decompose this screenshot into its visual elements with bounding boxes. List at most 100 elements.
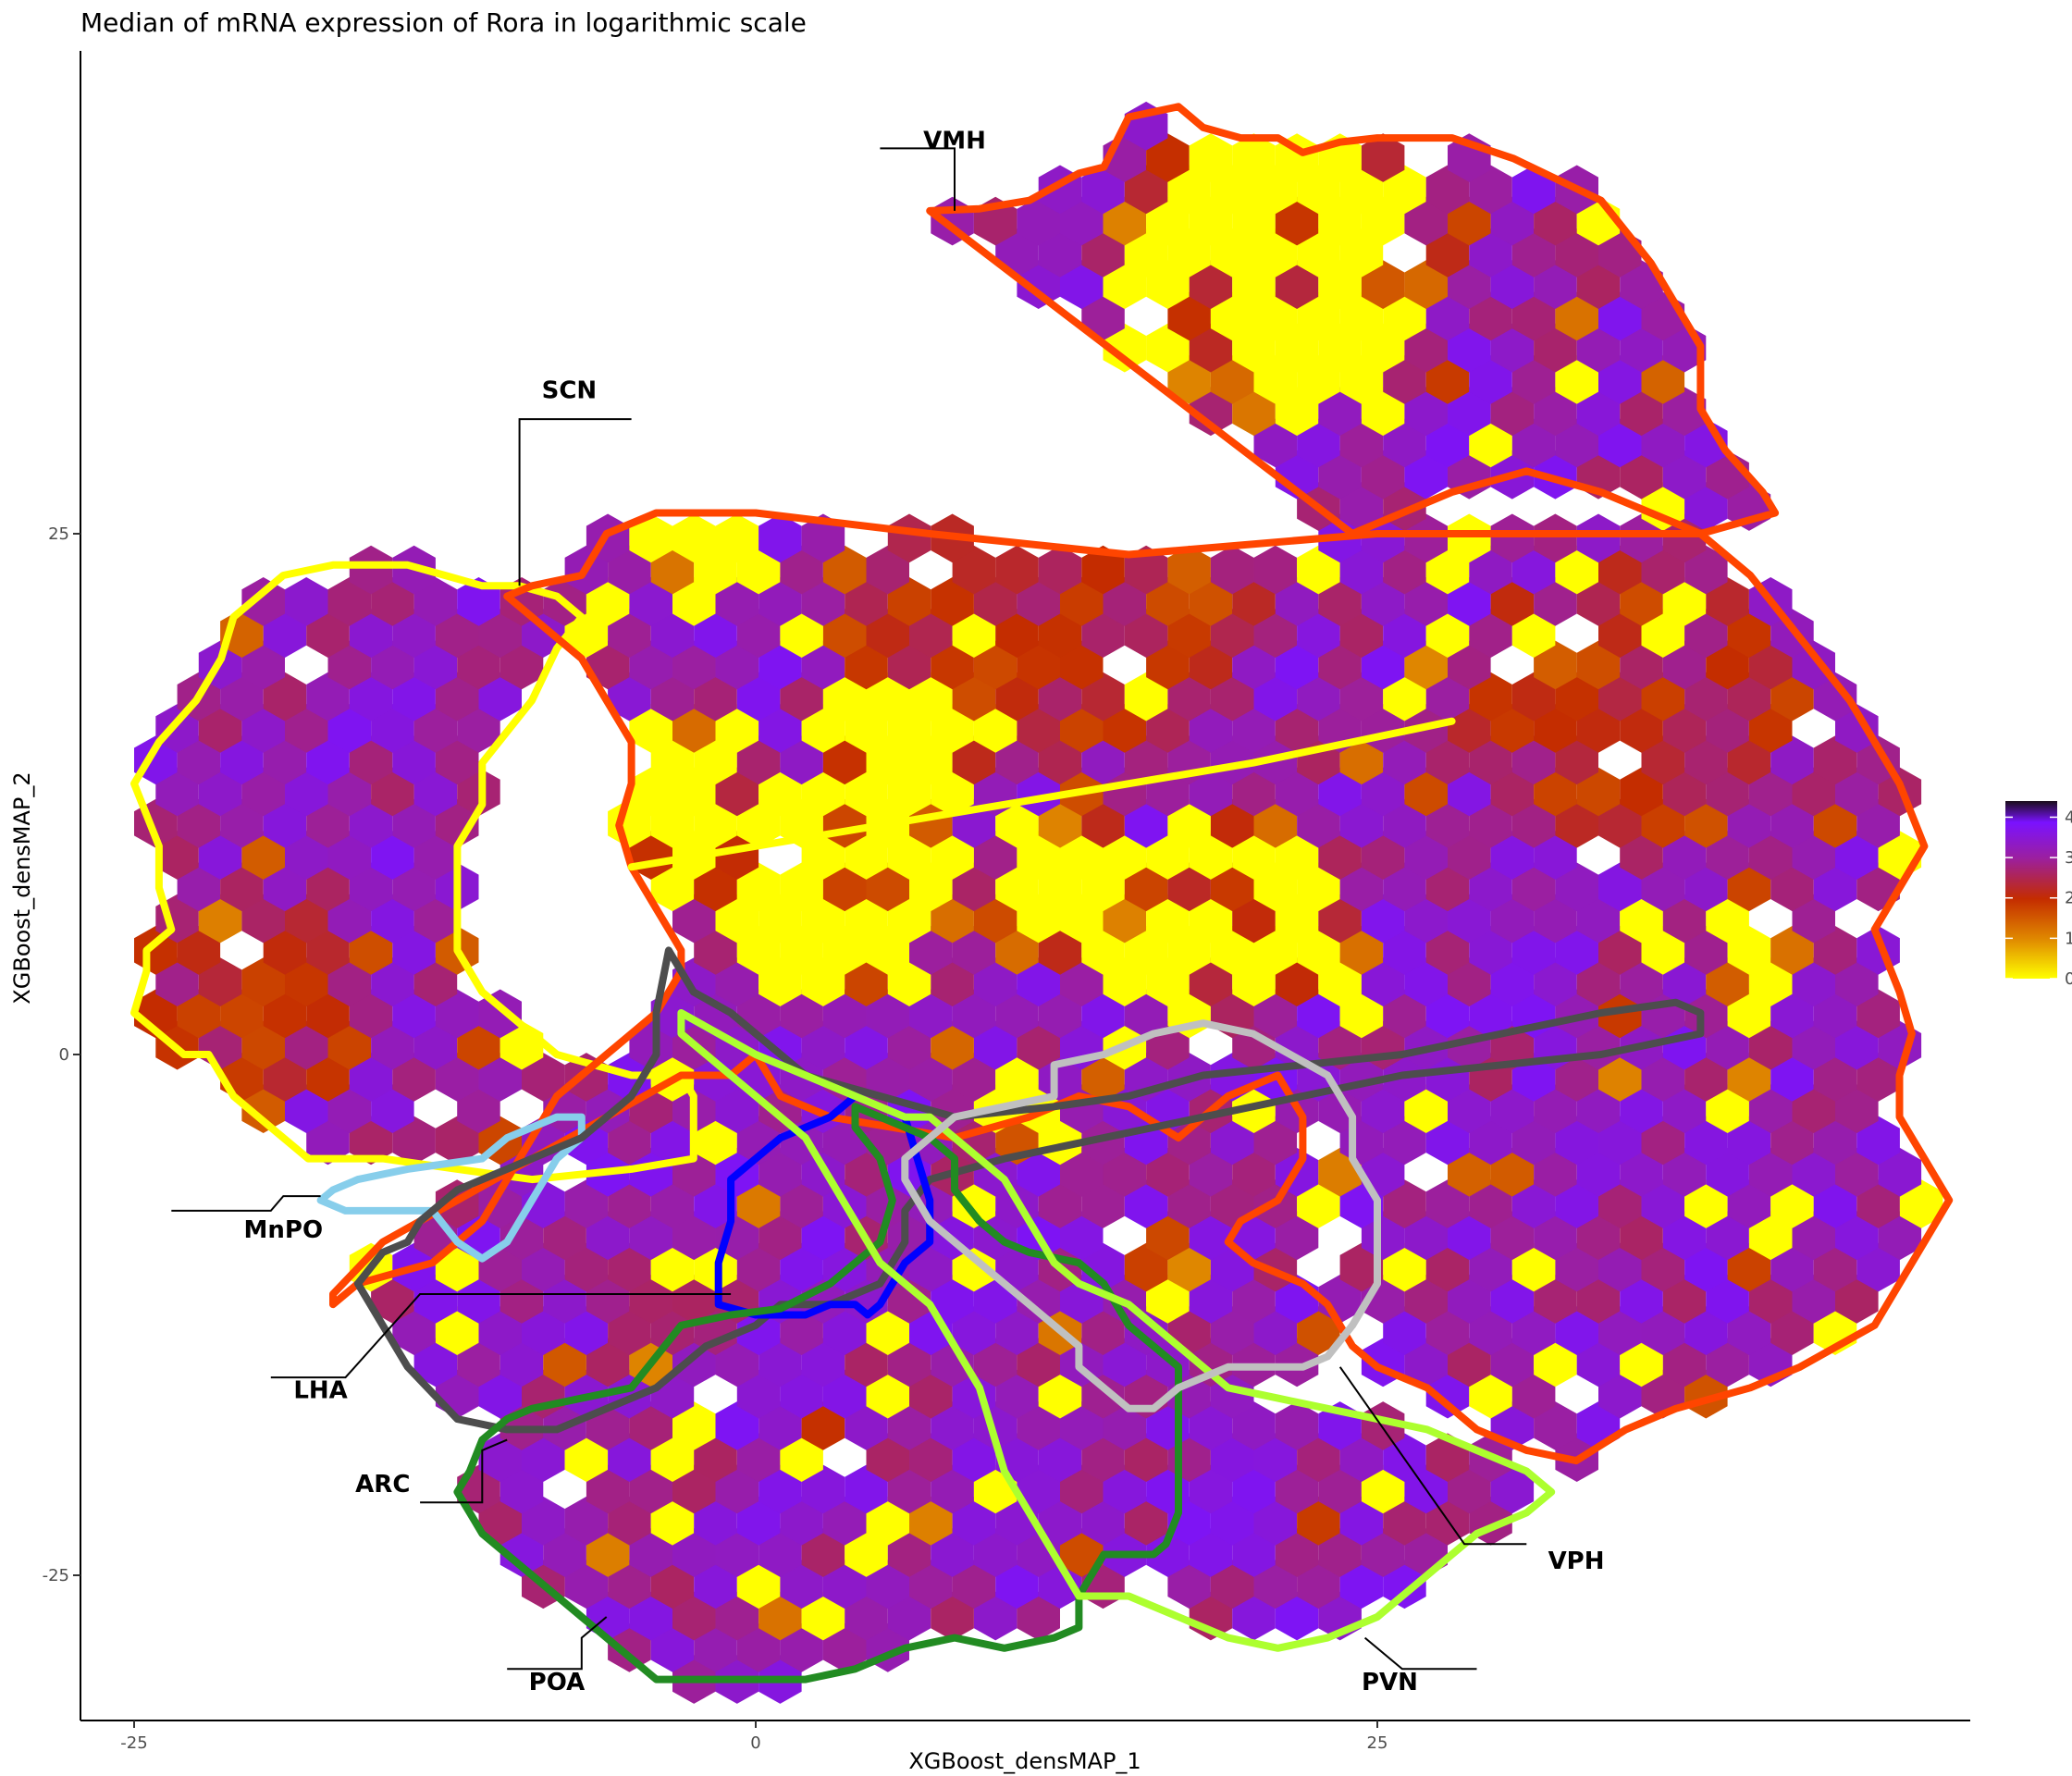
hex-bin [327,894,372,944]
hex-bin [1404,1275,1448,1324]
hex-bin [177,926,221,975]
hex-bin [822,1560,867,1610]
hex-bin [1448,196,1491,246]
hex-bin [1856,1179,1900,1228]
hex-bin [1383,609,1426,658]
hex-bin [1534,767,1577,817]
x-tick-label: 25 [1367,1733,1388,1753]
hex-bin [1770,735,1814,785]
hex-bin [1727,862,1771,912]
hex-bin [220,798,264,848]
region-label-mnpo: MnPO [244,1216,324,1244]
hex-bin [1232,1147,1276,1197]
hex-bin [845,957,888,1006]
hex-bin [931,1401,974,1450]
hex-bin [801,1591,845,1641]
hex-bin [758,1147,802,1197]
hex-bin [1383,418,1426,468]
hex-bin [1167,1116,1211,1166]
hex-bin [1706,577,1749,626]
hex-bin [758,704,802,753]
hex-bin [1275,640,1319,690]
hex-bin [822,1623,867,1672]
hex-bin [1748,767,1793,817]
hex-bin [1448,957,1491,1006]
hex-bin [1641,355,1685,404]
hex-bin [931,1528,974,1577]
hex-bin [1383,355,1426,404]
hex-bin [1383,1306,1426,1355]
hex-bin [822,862,867,912]
hex-bin [1232,1528,1276,1577]
hex-bin [608,1242,651,1292]
hex-bin [887,1020,931,1070]
hex-bin [801,577,845,626]
hex-bin [1189,1211,1233,1261]
hex-bin [1167,926,1211,975]
hex-bin [1189,831,1233,880]
hex-bin [1339,291,1384,341]
hex-bin [1662,577,1707,626]
hex-bin [1017,577,1060,626]
hex-bin [1448,323,1491,373]
hex-bin [198,894,242,944]
hex-bin [1662,1338,1707,1388]
hex-bin [1534,387,1577,437]
hex-bin [715,704,759,753]
hex-bin [1318,450,1362,500]
hex-bin [845,1591,888,1641]
hex-bin [887,957,931,1006]
hex-bin [371,767,414,817]
hex-bin [349,989,393,1039]
hex-bin [564,1433,609,1482]
hex-bin [1339,1560,1384,1610]
hex-bin [1555,228,1598,278]
hex-bin [1576,957,1621,1006]
hex-bin [1081,989,1125,1039]
hex-bin [285,577,328,626]
hex-bin [1856,1053,1900,1102]
hex-bin [1103,1401,1147,1450]
hex-bin [1189,577,1233,626]
hex-bin [1684,545,1728,595]
hex-bin [1448,1211,1491,1261]
hexbin-layer [134,101,1943,1704]
hex-bin [780,1433,823,1482]
hex-bin [909,1242,953,1292]
hex-bin [650,1560,695,1610]
hex-bin [1038,798,1082,848]
hex-bin [564,1560,609,1610]
hex-bin [1534,1084,1577,1133]
hex-bin [1189,1464,1233,1514]
leader-poa [507,1616,608,1671]
region-label-vph: VPH [1548,1548,1605,1575]
hex-bin [1598,1053,1642,1102]
hex-bin [694,609,737,658]
hex-bin [1189,1528,1233,1577]
hex-bin [1103,1147,1147,1197]
outline-vmh-inner [627,717,1456,871]
hex-bin [1448,387,1491,437]
hex-bin [1662,387,1707,437]
hex-bin [1146,894,1190,944]
hex-bin [1835,767,1879,817]
hex-bin [801,1528,845,1577]
hex-bin [1490,704,1535,753]
hex-bin [1770,989,1814,1039]
hex-bin [1748,640,1793,690]
hex-bin [1598,926,1642,975]
hex-bin [564,1242,609,1292]
hex-bin [1620,704,1663,753]
hex-bin [1146,260,1190,309]
hex-bin [1253,355,1298,404]
hex-bin [392,609,436,658]
hex-bin [177,862,221,912]
hex-bin [845,1020,888,1070]
hex-bin [1404,196,1448,246]
hex-bin [1404,323,1448,373]
hex-bin [1448,577,1491,626]
hex-bin [1576,640,1621,690]
hex-bin [478,672,522,722]
hex-bin [1448,513,1491,563]
